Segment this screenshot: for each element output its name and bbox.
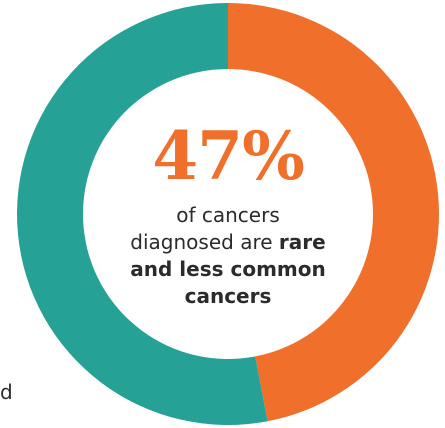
- donut-slice-highlighted: [228, 3, 440, 422]
- caption-text: of cancers diagnosed are rare and less c…: [98, 202, 358, 310]
- caption-line-3: and less common: [130, 257, 326, 281]
- caption-line-2: diagnosed are rare: [98, 229, 358, 256]
- cropped-text-fragment: d: [0, 380, 13, 404]
- big-percentage: 47%: [152, 117, 305, 195]
- caption-line-2-bold: rare: [278, 230, 326, 254]
- center-label: 47% of cancers diagnosed are rare and le…: [98, 120, 358, 310]
- caption-line-2-prefix: diagnosed are: [130, 230, 273, 254]
- caption-line-4: cancers: [184, 284, 272, 308]
- caption-line-1: of cancers: [176, 203, 280, 227]
- donut-slice-remainder: [17, 3, 268, 425]
